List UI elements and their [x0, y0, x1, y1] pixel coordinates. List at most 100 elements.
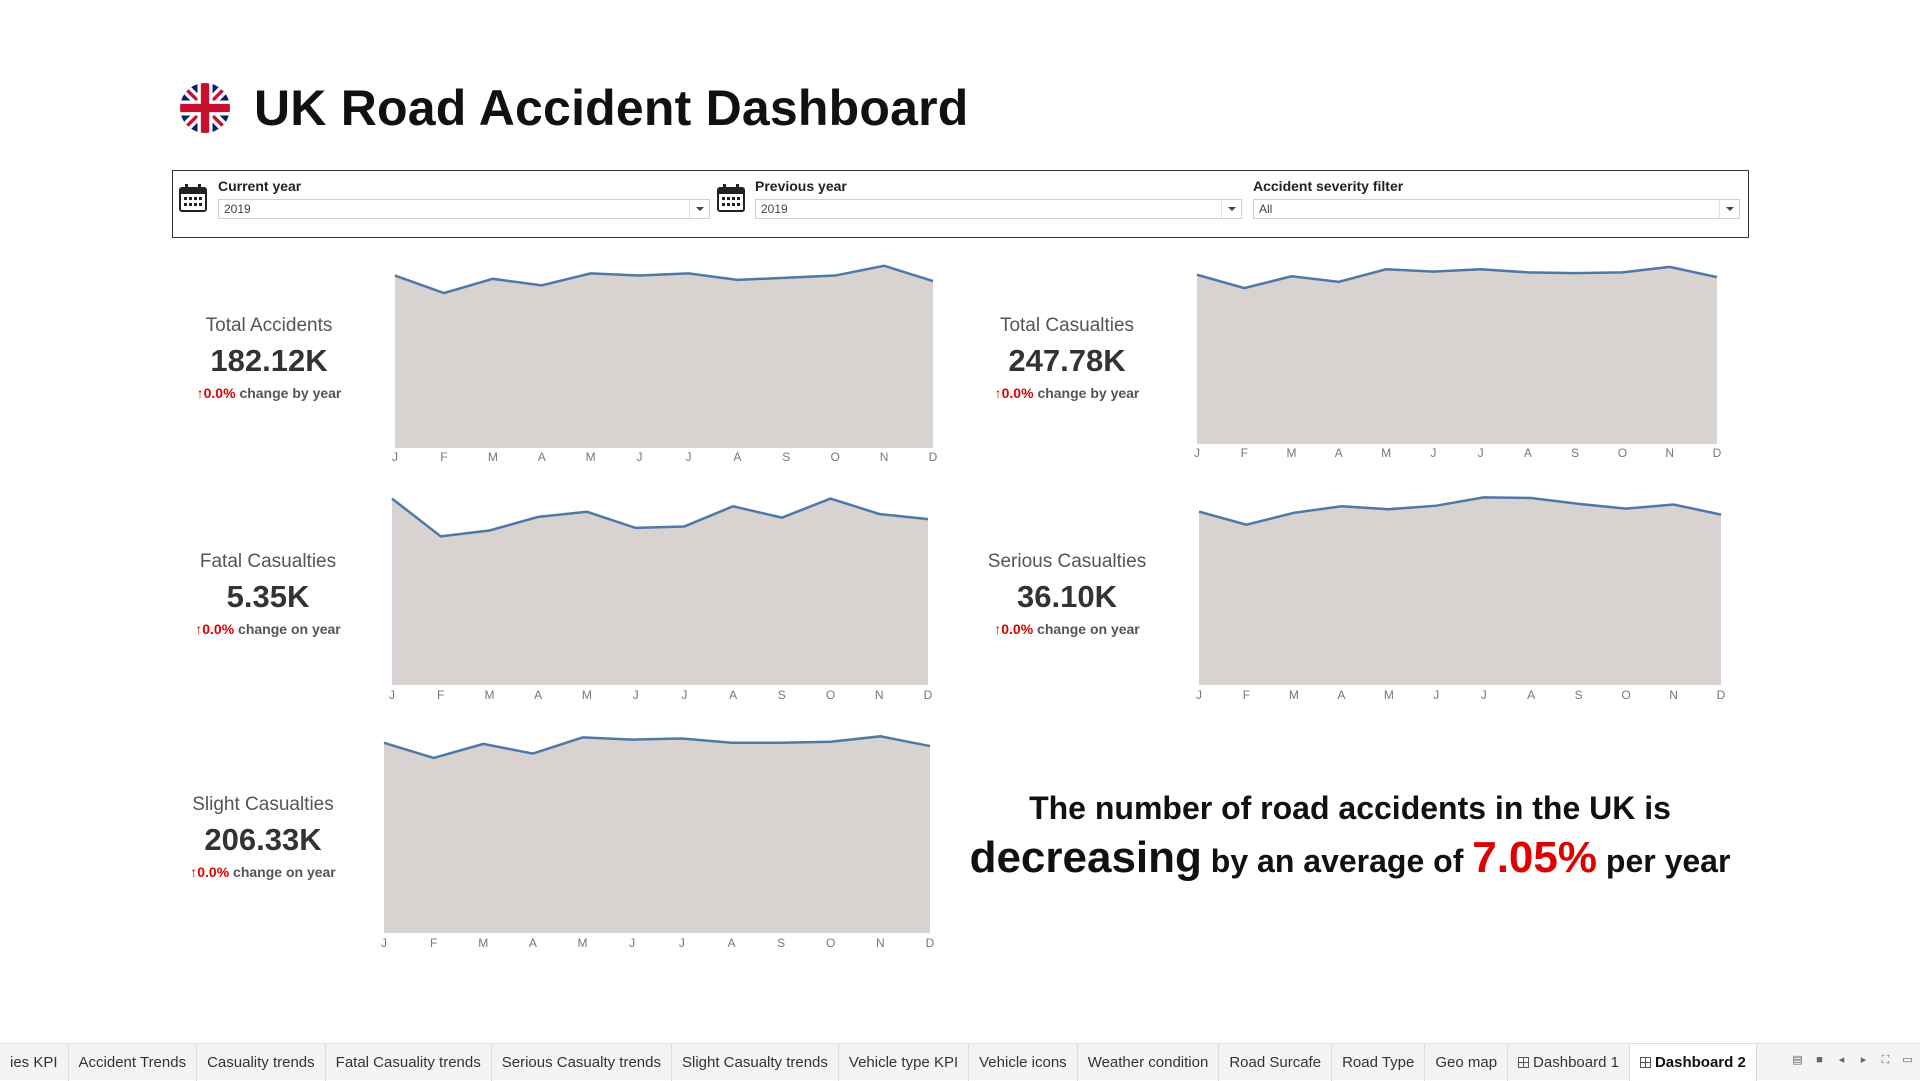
kpi-value: 182.12K: [169, 343, 369, 379]
tab-vehicle-type-kpi[interactable]: Vehicle type KPI: [839, 1044, 969, 1081]
x-tick-label: N: [1669, 688, 1678, 702]
insight-trend-word: decreasing: [970, 833, 1202, 882]
kpi-fatal-casualties: Fatal Casualties 5.35K ↑0.0% change on y…: [168, 551, 368, 637]
severity-filter-label: Accident severity filter: [1253, 177, 1740, 195]
kpi-change-percent: 0.0%: [1002, 385, 1034, 401]
x-tick-label: A: [727, 936, 735, 950]
x-tick-label: D: [929, 450, 938, 464]
x-tick-label: N: [880, 450, 889, 464]
x-tick-label: J: [1433, 688, 1439, 702]
x-tick-label: J: [629, 936, 635, 950]
tab-label: Road Type: [1342, 1054, 1414, 1071]
x-tick-label: A: [529, 936, 537, 950]
previous-year-select[interactable]: 2019: [755, 199, 1242, 219]
kpi-total-accidents: Total Accidents 182.12K ↑0.0% change by …: [169, 315, 369, 401]
x-tick-label: F: [1241, 446, 1248, 460]
tab-road-type[interactable]: Road Type: [1332, 1044, 1425, 1081]
current-year-label: Current year: [218, 177, 710, 195]
show-tabs-icon[interactable]: ▤: [1791, 1054, 1804, 1067]
kpi-change-percent: 0.0%: [1001, 621, 1033, 637]
tab-label: Slight Casualty trends: [682, 1054, 828, 1071]
chart-area-fill: [384, 736, 930, 933]
x-tick-label: S: [782, 450, 790, 464]
tab-casuality-trends[interactable]: Casuality trends: [197, 1044, 326, 1081]
chart-area-fill: [1199, 497, 1721, 685]
x-tick-label: A: [1527, 688, 1535, 702]
x-tick-label: M: [1384, 688, 1394, 702]
x-tick-label: O: [1618, 446, 1627, 460]
filmstrip-icon[interactable]: ■: [1813, 1054, 1826, 1067]
x-tick-label: S: [778, 688, 786, 702]
tab-label: Vehicle icons: [979, 1054, 1067, 1071]
kpi-change-suffix: change by year: [1037, 385, 1139, 401]
fullscreen-icon[interactable]: ⛶: [1879, 1054, 1892, 1067]
current-year-select[interactable]: 2019: [218, 199, 710, 219]
x-tick-label: J: [389, 688, 395, 702]
kpi-change-percent: 0.0%: [197, 864, 229, 880]
tab-geo-map[interactable]: Geo map: [1425, 1044, 1508, 1081]
tab-accident-trends[interactable]: Accident Trends: [69, 1044, 198, 1081]
kpi-label: Total Casualties: [967, 315, 1167, 337]
current-year-value: 2019: [224, 202, 251, 216]
x-tick-label: D: [926, 936, 935, 950]
tab-dashboard-2[interactable]: Dashboard 2: [1630, 1044, 1757, 1081]
page-title: UK Road Accident Dashboard: [254, 79, 969, 137]
x-tick-label: J: [1194, 446, 1200, 460]
x-tick-label: O: [831, 450, 840, 464]
tab-serious-casualty-trends[interactable]: Serious Casualty trends: [492, 1044, 672, 1081]
tab-road-surface[interactable]: Road Surcafe: [1219, 1044, 1332, 1081]
tab-vehicle-icons[interactable]: Vehicle icons: [969, 1044, 1078, 1081]
prev-sheet-icon[interactable]: ◂: [1835, 1054, 1848, 1067]
x-tick-label: O: [826, 688, 835, 702]
x-tick-label: F: [1243, 688, 1250, 702]
chevron-down-icon[interactable]: [689, 200, 709, 218]
chevron-down-icon[interactable]: [1221, 200, 1241, 218]
x-tick-label: A: [538, 450, 546, 464]
x-tick-label: M: [1381, 446, 1391, 460]
x-tick-label: A: [729, 688, 737, 702]
next-sheet-icon[interactable]: ▸: [1857, 1054, 1870, 1067]
x-tick-label: F: [437, 688, 444, 702]
x-tick-label: A: [1524, 446, 1532, 460]
severity-value: All: [1259, 202, 1272, 216]
chart-series-line: [1197, 267, 1717, 288]
tab-label: Road Surcafe: [1229, 1054, 1321, 1071]
tab-dashboard-1[interactable]: Dashboard 1: [1508, 1044, 1630, 1081]
tab-weather-condition[interactable]: Weather condition: [1078, 1044, 1220, 1081]
x-tick-label: A: [1337, 688, 1345, 702]
current-year-filter: Current year 2019: [218, 177, 710, 219]
kpi-value: 206.33K: [163, 822, 363, 858]
insight-line2: decreasing by an average of 7.05% per ye…: [960, 833, 1740, 883]
x-tick-label: A: [733, 450, 741, 464]
severity-select[interactable]: All: [1253, 199, 1740, 219]
tab-fatal-casuality-trends[interactable]: Fatal Casuality trends: [326, 1044, 492, 1081]
present-icon[interactable]: ▭: [1901, 1054, 1914, 1067]
chevron-down-icon[interactable]: [1719, 200, 1739, 218]
x-tick-label: J: [1478, 446, 1484, 460]
x-tick-label: A: [534, 688, 542, 702]
tab-slight-casualty-trends[interactable]: Slight Casualty trends: [672, 1044, 839, 1081]
x-tick-label: J: [681, 688, 687, 702]
tab-label: Geo map: [1435, 1054, 1497, 1071]
x-tick-label: J: [392, 450, 398, 464]
x-tick-label: S: [777, 936, 785, 950]
tab-label: Casuality trends: [207, 1054, 315, 1071]
severity-filter: Accident severity filter All: [1253, 177, 1740, 219]
tab-label: Fatal Casuality trends: [336, 1054, 481, 1071]
kpi-label: Total Accidents: [169, 315, 369, 337]
kpi-change: ↑0.0% change on year: [168, 621, 368, 637]
kpi-change-suffix: change on year: [1037, 621, 1140, 637]
previous-year-value: 2019: [761, 202, 788, 216]
tab-label: Accident Trends: [79, 1054, 187, 1071]
kpi-change: ↑0.0% change by year: [967, 385, 1167, 401]
x-tick-label: S: [1575, 688, 1583, 702]
x-tick-label: M: [488, 450, 498, 464]
tab-kpi[interactable]: ies KPI: [0, 1044, 69, 1081]
x-tick-label: F: [430, 936, 437, 950]
kpi-change-suffix: change by year: [239, 385, 341, 401]
